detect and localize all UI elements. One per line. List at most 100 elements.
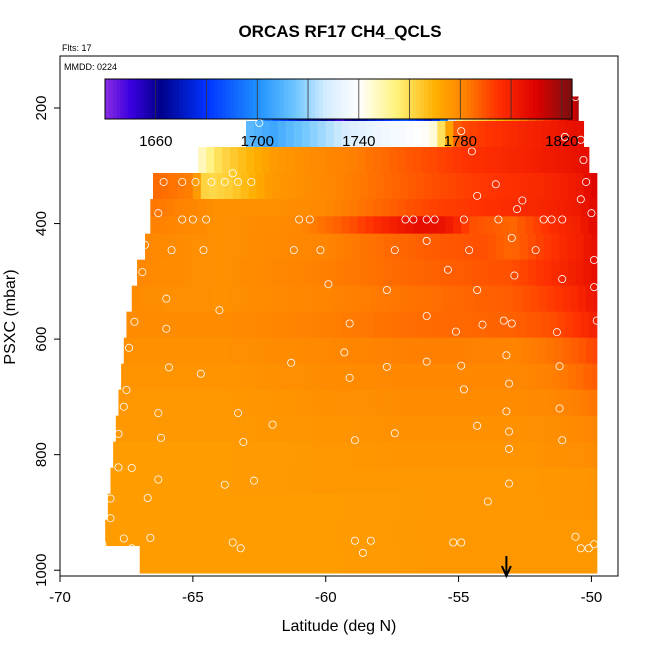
heatmap-cell bbox=[203, 545, 213, 574]
heatmap-cell bbox=[402, 545, 412, 574]
heatmap-cell bbox=[235, 337, 244, 365]
heatmap-cell bbox=[588, 216, 598, 235]
heatmap-cell bbox=[408, 173, 417, 200]
heatmap-cell bbox=[328, 173, 337, 200]
heatmap-cell bbox=[182, 467, 191, 495]
heatmap-cell bbox=[339, 285, 348, 313]
heatmap-cell bbox=[458, 337, 468, 365]
heatmap-cell bbox=[153, 363, 162, 391]
heatmap-cell bbox=[381, 467, 391, 495]
heatmap-cell bbox=[230, 389, 239, 417]
heatmap-cell bbox=[264, 441, 274, 469]
heatmap-cell bbox=[211, 415, 221, 443]
heatmap-cell bbox=[455, 363, 465, 391]
heatmap-cell bbox=[309, 216, 319, 235]
heatmap-cell bbox=[296, 233, 306, 261]
heatmap-cell bbox=[447, 519, 457, 547]
heatmap-cell bbox=[429, 467, 438, 495]
observation-point bbox=[138, 268, 147, 277]
heatmap-cell bbox=[145, 233, 154, 261]
heatmap-cell bbox=[360, 441, 369, 469]
heatmap-cell bbox=[482, 337, 492, 365]
observation-point bbox=[143, 493, 152, 502]
heatmap-cell bbox=[227, 285, 236, 313]
heatmap-cell bbox=[591, 233, 598, 261]
heatmap-cell bbox=[264, 363, 274, 391]
heatmap-cell bbox=[110, 467, 120, 495]
heatmap-cell bbox=[432, 173, 441, 200]
y-tick-label: 800 bbox=[33, 442, 50, 467]
heatmap-cell bbox=[344, 259, 353, 287]
heatmap-cell bbox=[522, 285, 531, 313]
heatmap-cell bbox=[155, 415, 165, 443]
heatmap-cell bbox=[238, 311, 247, 339]
heatmap-cell bbox=[354, 285, 364, 313]
heatmap-cell bbox=[461, 216, 470, 235]
heatmap-cell bbox=[352, 519, 361, 547]
observation-point bbox=[164, 363, 173, 372]
heatmap-cell bbox=[490, 337, 500, 365]
heatmap-cell bbox=[554, 545, 563, 574]
heatmap-cell bbox=[155, 493, 165, 521]
heatmap-cell bbox=[190, 467, 199, 495]
observation-point bbox=[390, 429, 399, 438]
observation-point bbox=[154, 209, 163, 218]
heatmap-cell bbox=[176, 441, 186, 469]
heatmap-cell bbox=[402, 493, 412, 521]
heatmap-cell bbox=[235, 415, 244, 443]
heatmap-cell bbox=[434, 415, 444, 443]
heatmap-cell bbox=[325, 147, 335, 174]
colorbar-swatch bbox=[151, 79, 157, 119]
heatmap-cell bbox=[248, 441, 258, 469]
heatmap-cell bbox=[527, 363, 537, 391]
heatmap-cell bbox=[317, 467, 327, 495]
heatmap-cell bbox=[235, 493, 244, 521]
heatmap-cell bbox=[216, 173, 226, 200]
heatmap-cell bbox=[182, 216, 191, 235]
heatmap-cell bbox=[522, 415, 531, 443]
observation-point bbox=[430, 215, 439, 224]
heatmap-cell bbox=[307, 415, 316, 443]
heatmap-cell bbox=[160, 519, 170, 547]
observation-point bbox=[592, 316, 601, 325]
heatmap-cell bbox=[259, 415, 268, 443]
heatmap-cell bbox=[243, 337, 252, 365]
heatmap-cell bbox=[567, 259, 577, 287]
colorbar-swatch bbox=[373, 79, 379, 119]
heatmap-cell bbox=[179, 493, 189, 521]
heatmap-cell bbox=[485, 147, 494, 174]
heatmap-cell bbox=[429, 216, 438, 235]
heatmap-cell bbox=[238, 389, 247, 417]
heatmap-cell bbox=[259, 545, 268, 574]
observation-point bbox=[558, 215, 567, 224]
observation-point bbox=[141, 240, 150, 249]
heatmap-cell bbox=[341, 199, 351, 217]
observation-point bbox=[505, 427, 514, 436]
heatmap-cell bbox=[540, 389, 550, 417]
heatmap-cell bbox=[163, 545, 173, 574]
heatmap-cell bbox=[421, 311, 430, 339]
heatmap-cell bbox=[389, 311, 399, 339]
heatmap-cell bbox=[365, 389, 375, 417]
heatmap-cell bbox=[232, 519, 242, 547]
heatmap-cell bbox=[354, 493, 364, 521]
observation-point bbox=[122, 385, 131, 394]
heatmap-cell bbox=[511, 519, 521, 547]
heatmap-cell bbox=[230, 467, 239, 495]
heatmap-cell bbox=[280, 173, 290, 200]
heatmap-cell bbox=[291, 545, 300, 574]
heatmap-cell bbox=[530, 337, 539, 365]
heatmap-cell bbox=[352, 233, 361, 261]
heatmap-cell bbox=[357, 216, 367, 235]
heatmap-cell bbox=[320, 173, 329, 200]
heatmap-cell bbox=[370, 545, 380, 574]
heatmap-cell bbox=[490, 415, 500, 443]
colorbar-swatch bbox=[303, 79, 308, 119]
heatmap-cell bbox=[184, 363, 194, 391]
heatmap-cell bbox=[405, 467, 414, 495]
heatmap-cell bbox=[163, 285, 173, 313]
heatmap-cell bbox=[559, 363, 569, 391]
heatmap-cell bbox=[437, 199, 446, 217]
heatmap-cell bbox=[540, 147, 550, 174]
heatmap-cell bbox=[256, 233, 266, 261]
